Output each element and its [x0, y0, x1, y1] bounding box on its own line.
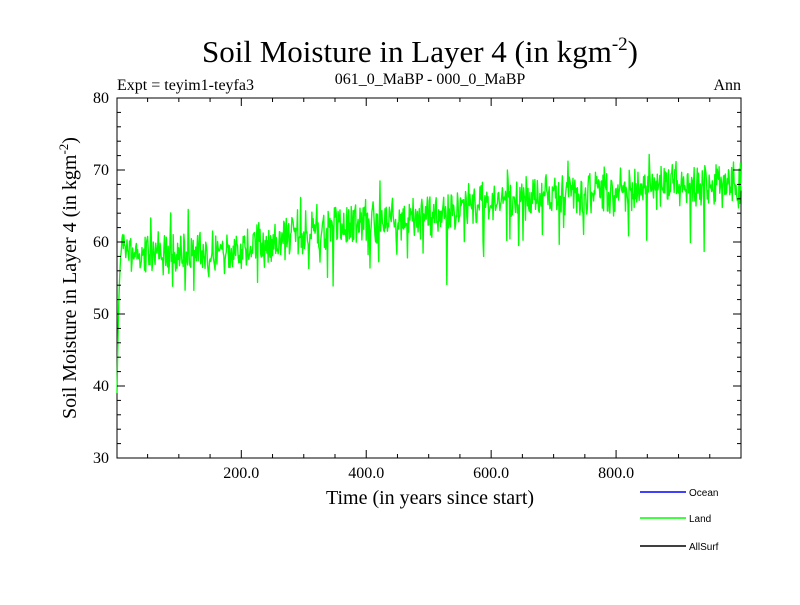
y-tick-label: 40 — [93, 378, 109, 395]
legend-label-ocean: Ocean — [689, 488, 718, 499]
chart-title: Soil Moisture in Layer 4 (in kgm-2) — [202, 34, 638, 69]
y-axis-label: Soil Moisture in Layer 4 (in kgm-2) — [56, 137, 81, 419]
x-tick-label: 800.0 — [598, 465, 634, 482]
y-axis: 30 40 50 60 70 80 — [93, 90, 741, 467]
experiment-label: Expt = teyim1-teyfa3 — [117, 77, 254, 94]
period-label: 061_0_MaBP - 000_0_MaBP — [335, 71, 526, 88]
x-axis: 200.0 400.0 600.0 800.0 — [147, 98, 711, 482]
x-tick-label: 200.0 — [223, 465, 259, 482]
legend: Ocean Land AllSurf — [640, 488, 719, 553]
y-tick-label: 60 — [93, 234, 109, 251]
y-tick-label: 30 — [93, 450, 109, 467]
series-group — [116, 153, 742, 394]
legend-label-allsurf: AllSurf — [689, 542, 719, 553]
x-tick-label: 600.0 — [473, 465, 509, 482]
legend-label-land: Land — [689, 514, 711, 525]
y-tick-label: 50 — [93, 306, 109, 323]
y-tick-label: 80 — [93, 90, 109, 107]
land-series-line — [116, 153, 742, 394]
x-tick-label: 400.0 — [348, 465, 384, 482]
x-axis-label: Time (in years since start) — [326, 487, 534, 509]
y-tick-label: 70 — [93, 162, 109, 179]
season-label: Ann — [713, 77, 741, 94]
